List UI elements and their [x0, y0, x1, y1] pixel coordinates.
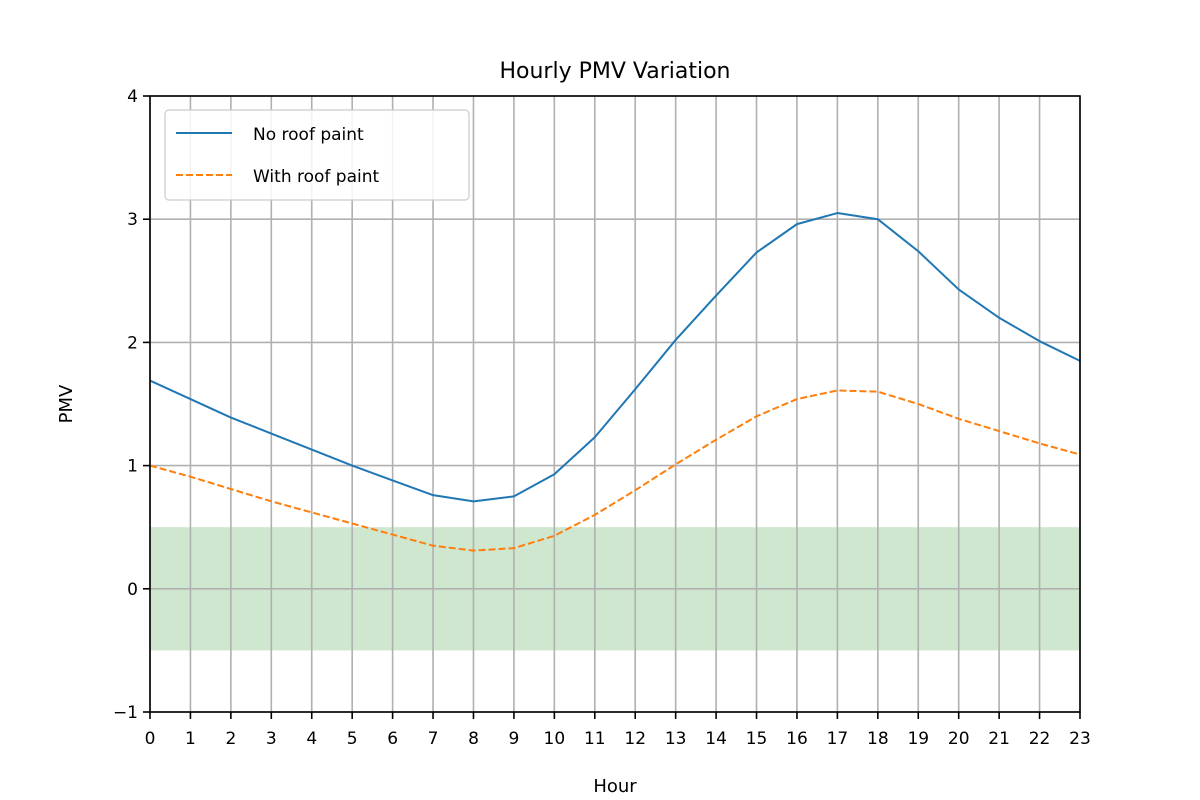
x-tick-label: 4: [306, 729, 317, 749]
x-tick-label: 11: [584, 729, 606, 749]
x-tick-label: 19: [907, 729, 929, 749]
x-tick-label: 1: [185, 729, 196, 749]
x-tick-label: 2: [225, 729, 236, 749]
x-tick-label: 6: [387, 729, 398, 749]
y-tick-label: 2: [127, 333, 138, 353]
x-tick-label: 23: [1069, 729, 1091, 749]
x-tick-label: 13: [665, 729, 687, 749]
y-tick-label: 1: [127, 457, 138, 477]
x-tick-label: 8: [468, 729, 479, 749]
x-tick-label: 22: [1029, 729, 1051, 749]
series-line-no-roof-paint: [149, 212, 1081, 503]
series-line-with-roof-paint: [149, 389, 1081, 552]
x-tick-label: 12: [624, 729, 646, 749]
series-layer: [149, 212, 1081, 552]
legend-label-with-roof-paint: With roof paint: [253, 167, 380, 187]
x-tick-label: 15: [746, 729, 768, 749]
chart-title: Hourly PMV Variation: [499, 59, 730, 84]
legend: No roof paint With roof paint: [164, 109, 470, 201]
x-tick-label: 0: [145, 729, 156, 749]
x-tick-label: 9: [508, 729, 519, 749]
x-axis-label: Hour: [593, 776, 637, 797]
y-axis-label: PMV: [56, 384, 77, 423]
x-tick-label: 20: [948, 729, 970, 749]
x-tick-label: 18: [867, 729, 889, 749]
legend-box: [164, 109, 470, 201]
x-tick-label: 7: [428, 729, 439, 749]
axes-layer: [149, 95, 1081, 713]
x-tick-label: 3: [266, 729, 277, 749]
x-tick-label: 14: [705, 729, 727, 749]
y-tick-label: 0: [127, 580, 138, 600]
x-tick-label: 5: [347, 729, 358, 749]
x-tick-label: 10: [544, 729, 566, 749]
x-tick-label: 16: [786, 729, 808, 749]
y-tick-label: 3: [127, 210, 138, 230]
ticks-layer: 0 1 2 3 4 5 6 7 8 9 10 11 12 13 14 15 16 17 18 19 20 21 22 23−1…: [113, 87, 1091, 749]
legend-label-no-roof-paint: No roof paint: [253, 125, 364, 145]
plot-frame: [149, 95, 1081, 713]
y-tick-label: 4: [127, 87, 138, 107]
y-tick-label: −1: [113, 703, 138, 723]
x-tick-label: 17: [827, 729, 849, 749]
x-tick-label: 21: [988, 729, 1010, 749]
